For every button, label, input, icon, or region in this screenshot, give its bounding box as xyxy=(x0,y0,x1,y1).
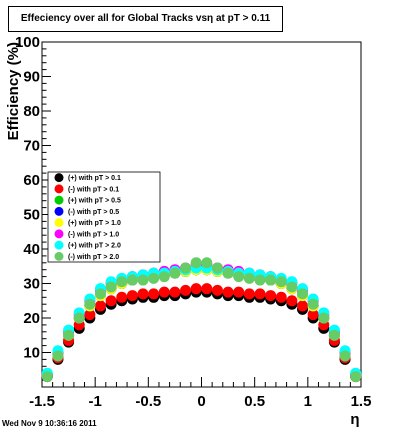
legend-marker xyxy=(54,206,64,216)
data-point xyxy=(243,288,255,300)
data-point xyxy=(180,262,192,274)
legend-box xyxy=(47,171,161,263)
data-point xyxy=(243,272,255,284)
y-tick-label: 60 xyxy=(23,172,40,189)
legend-entry: (+) with pT > 2.0 xyxy=(68,243,121,250)
data-point xyxy=(126,290,138,302)
tick-labels: 10 20 30 40 50 60 70 80 90 100 -1.5 -1 -0.5 0 0.5 1 1.5 xyxy=(15,34,371,410)
data-point xyxy=(318,312,330,324)
legend-marker xyxy=(54,173,64,183)
legend-marker xyxy=(54,218,64,228)
y-tick-label: 100 xyxy=(15,34,40,51)
data-point xyxy=(254,274,266,286)
data-point xyxy=(148,272,160,284)
data-point xyxy=(148,288,160,300)
x-axis-label: η xyxy=(350,411,359,428)
legend-entry: (-) with pT > 0.1 xyxy=(68,186,119,193)
chart-title: Effeciency over all for Global Tracks vs… xyxy=(8,6,283,32)
data-point xyxy=(297,300,309,312)
data-point xyxy=(265,274,277,286)
data-point xyxy=(275,291,287,303)
y-tick-label: 30 xyxy=(23,276,40,293)
data-point xyxy=(307,298,319,310)
legend-entry: (+) with pT > 0.1 xyxy=(68,175,121,182)
data-point xyxy=(211,284,223,296)
data-point xyxy=(233,286,245,298)
data-point xyxy=(116,291,128,303)
data-point xyxy=(297,288,309,300)
data-point xyxy=(254,288,266,300)
legend-marker xyxy=(54,184,64,194)
data-point xyxy=(265,290,277,302)
timestamp: Wed Nov 9 10:36:16 2011 xyxy=(2,419,97,428)
data-point xyxy=(222,267,234,279)
chart-title-text: Effeciency over all for Global Tracks vs… xyxy=(20,13,271,24)
legend-entry: (+) with pT > 1.0 xyxy=(68,220,121,227)
data-point xyxy=(328,329,340,341)
legend-marker xyxy=(54,229,64,239)
x-tick-label: -0.5 xyxy=(135,393,161,410)
legend-entry: (-) with pT > 1.0 xyxy=(68,231,119,238)
data-point xyxy=(73,312,85,324)
data-point xyxy=(350,371,362,383)
y-axis-label: Efficiency (%) xyxy=(5,42,22,140)
data-point xyxy=(94,288,106,300)
data-point xyxy=(63,329,75,341)
data-point xyxy=(137,288,149,300)
data-point xyxy=(233,271,245,283)
axis-ticks xyxy=(41,41,362,388)
legend-entry: (+) with pT > 0.5 xyxy=(68,198,121,205)
data-point xyxy=(169,267,181,279)
data-points xyxy=(41,257,362,383)
y-tick-label: 20 xyxy=(23,310,40,327)
data-point xyxy=(307,309,319,321)
legend-entry: (-) with pT > 0.5 xyxy=(68,209,119,216)
data-point xyxy=(201,257,213,269)
data-point xyxy=(116,276,128,288)
data-point xyxy=(158,271,170,283)
data-point xyxy=(211,262,223,274)
y-tick-label: 90 xyxy=(23,69,40,86)
data-point xyxy=(41,371,53,383)
y-tick-label: 70 xyxy=(23,138,40,155)
data-point xyxy=(222,286,234,298)
x-tick-label: 0.5 xyxy=(244,393,265,410)
data-point xyxy=(339,350,351,362)
x-tick-label: 1.5 xyxy=(351,393,372,410)
data-point xyxy=(158,286,170,298)
legend-marker xyxy=(54,240,64,250)
data-point xyxy=(275,276,287,288)
data-point xyxy=(126,274,138,286)
legend: (+) with pT > 0.1 (-) with pT > 0.1 (+) wi… xyxy=(47,171,161,263)
data-point xyxy=(286,295,298,307)
x-tick-label: 0 xyxy=(197,393,205,410)
data-point xyxy=(94,300,106,312)
data-point xyxy=(180,284,192,296)
x-tick-label: 1 xyxy=(304,393,312,410)
y-tick-label: 80 xyxy=(23,103,40,120)
data-point xyxy=(169,286,181,298)
data-point xyxy=(190,257,202,269)
legend-marker xyxy=(54,251,64,261)
data-point xyxy=(201,283,213,295)
data-point xyxy=(84,298,96,310)
y-tick-label: 50 xyxy=(23,207,40,224)
y-tick-label: 10 xyxy=(23,345,40,362)
x-tick-label: -1.5 xyxy=(29,393,55,410)
data-point xyxy=(105,281,117,293)
data-point xyxy=(190,283,202,295)
legend-marker xyxy=(54,195,64,205)
y-tick-label: 40 xyxy=(23,241,40,258)
data-point xyxy=(105,295,117,307)
data-point xyxy=(52,350,64,362)
x-tick-label: -1 xyxy=(88,393,101,410)
data-point xyxy=(286,281,298,293)
legend-entry: (-) with pT > 2.0 xyxy=(68,254,119,261)
data-point xyxy=(84,309,96,321)
data-point xyxy=(137,274,149,286)
